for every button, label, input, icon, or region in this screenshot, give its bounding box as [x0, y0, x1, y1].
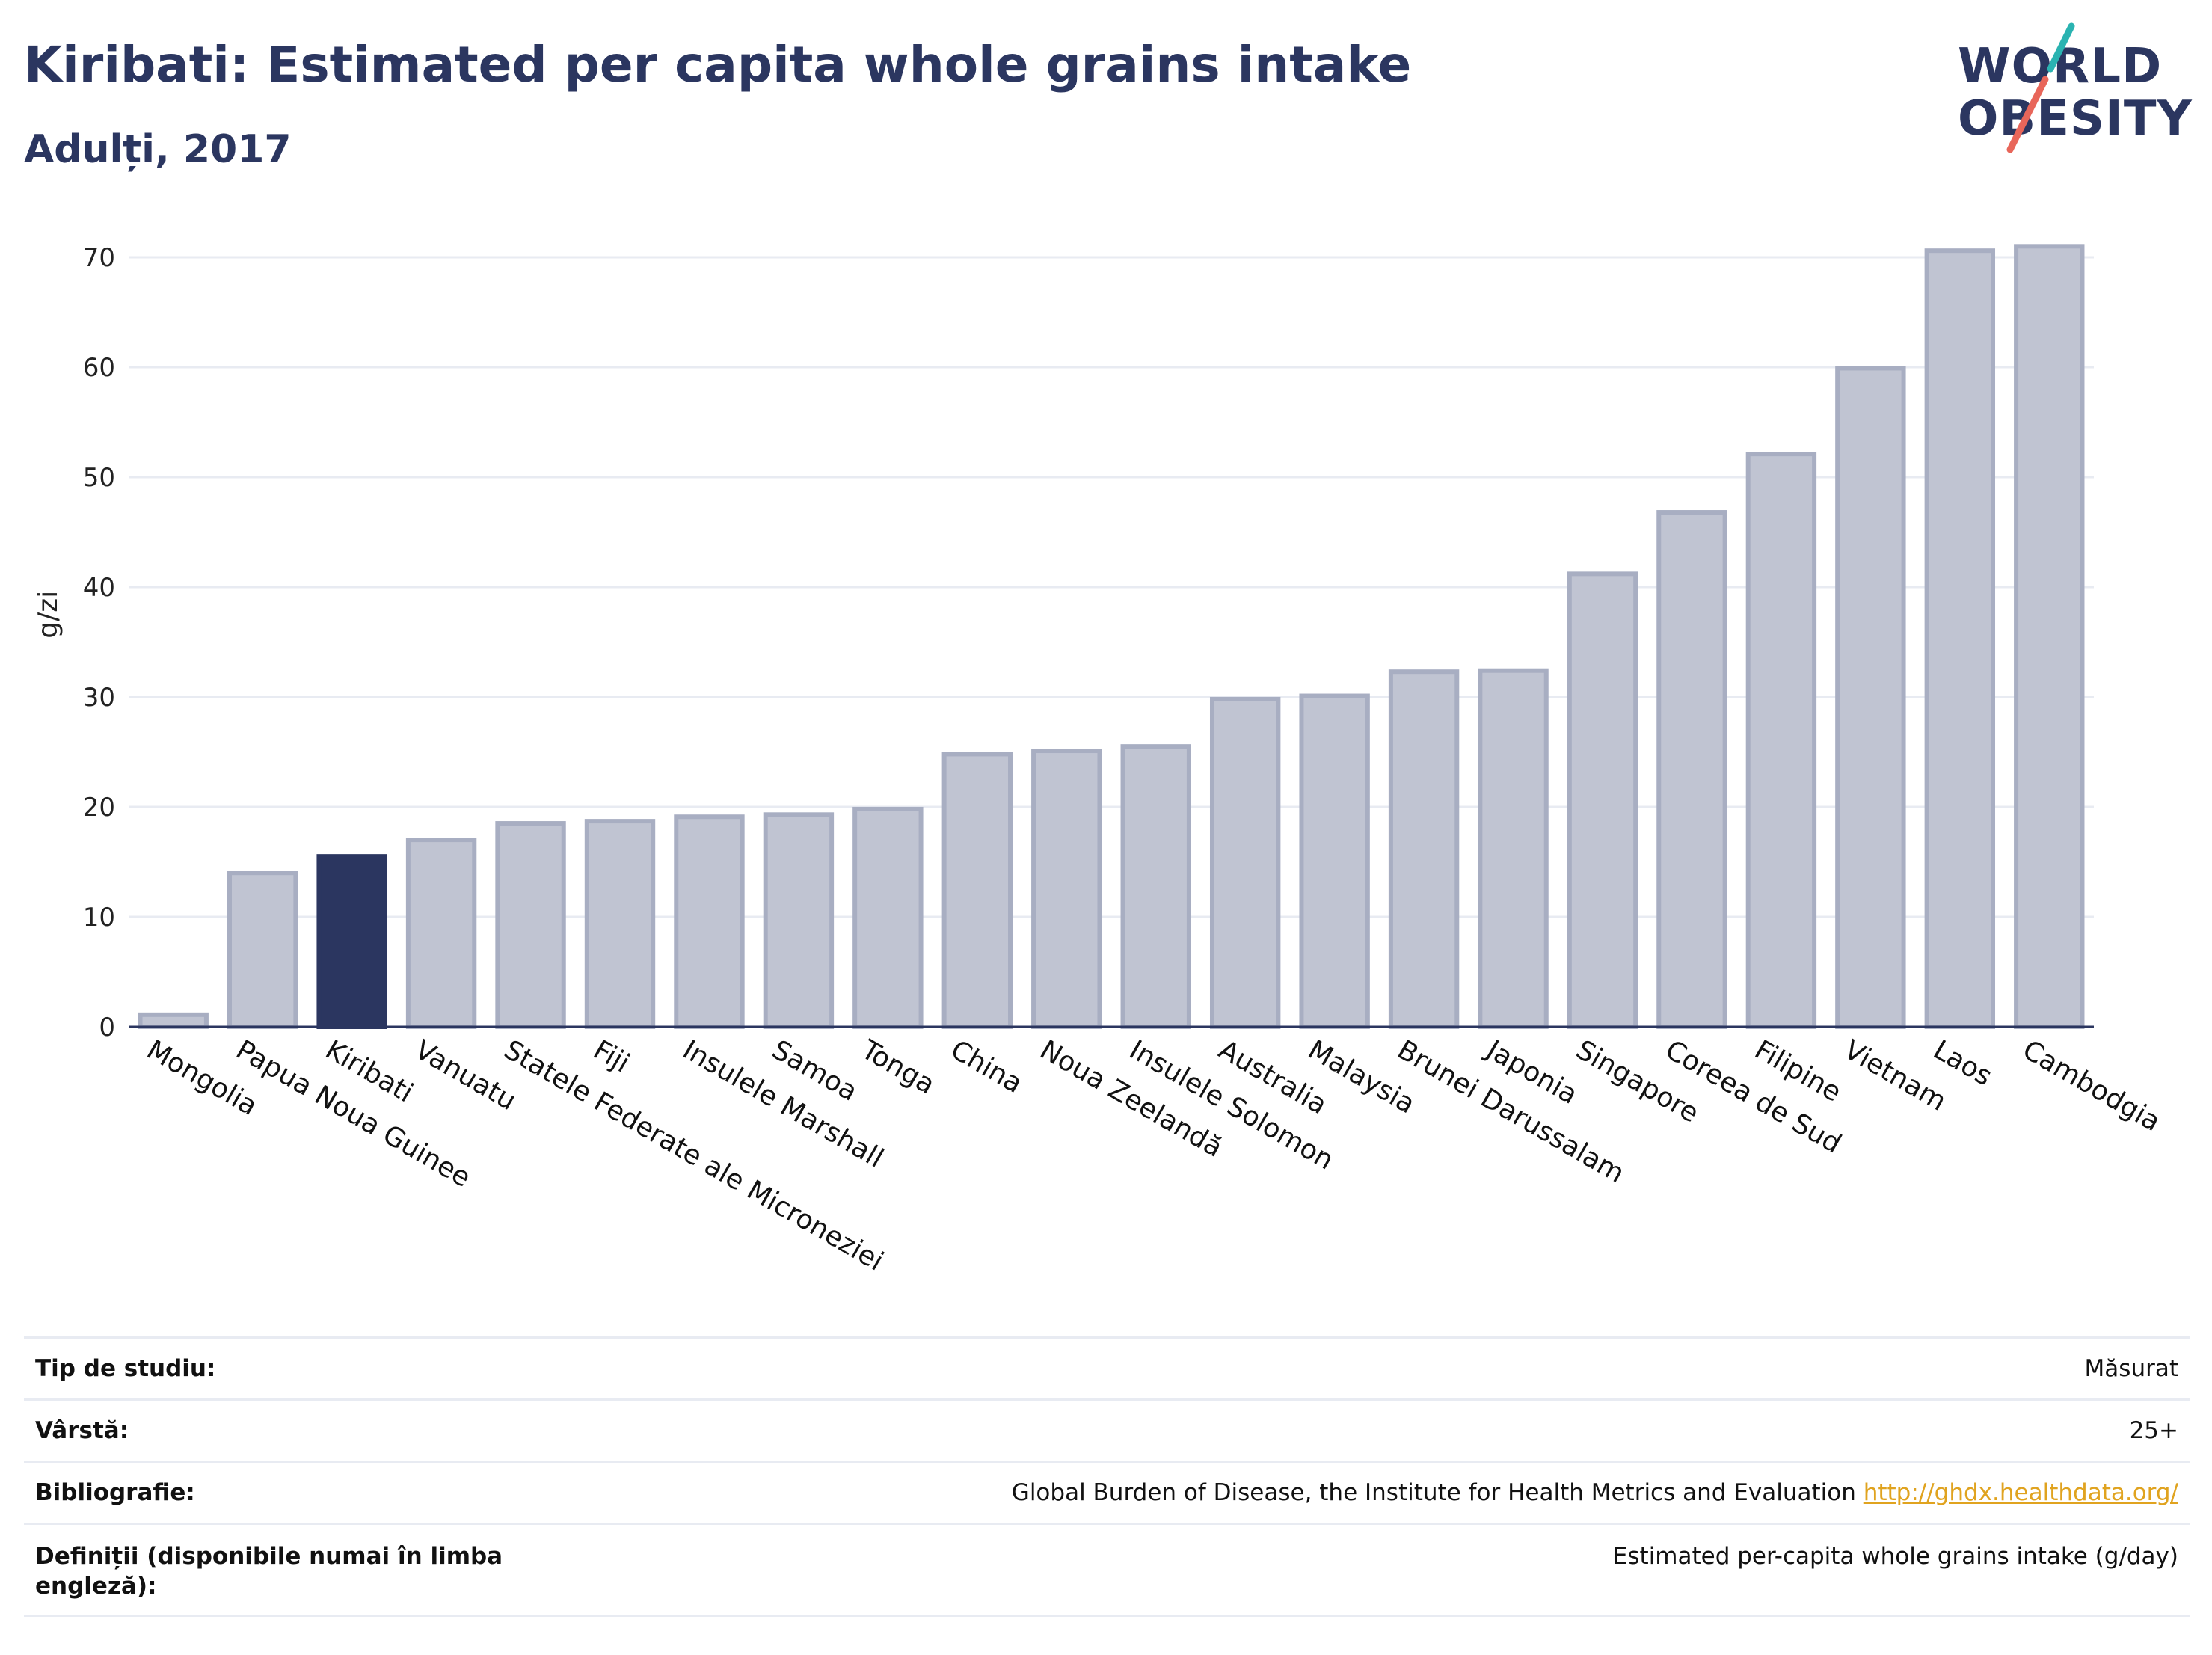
bar-vanuatu[interactable] — [405, 838, 477, 1029]
meta-row-bibliography: Bibliografie: Global Burden of Disease, … — [24, 1461, 2190, 1523]
y-tick-label: 60 — [83, 353, 115, 383]
world-obesity-logo[interactable]: WORLD OBESITY — [1944, 22, 2199, 165]
bar-china[interactable] — [941, 752, 1013, 1029]
bar-kiribati[interactable] — [316, 854, 387, 1030]
bar-japonia[interactable] — [1478, 668, 1549, 1029]
y-tick-label: 70 — [83, 243, 115, 273]
bar-tonga[interactable] — [852, 806, 924, 1029]
bar-insulele-marshall[interactable] — [674, 814, 745, 1029]
bar-samoa[interactable] — [763, 812, 835, 1030]
bar-brunei-darussalam[interactable] — [1388, 669, 1460, 1029]
meta-value: 25+ — [2129, 1417, 2178, 1444]
x-tick-label: Tonga — [855, 1034, 940, 1101]
chart-title: Kiribati: Estimated per capita whole gra… — [24, 36, 1412, 93]
bar-noua-zeeland-[interactable] — [1031, 749, 1102, 1030]
bar-papua-noua-guinee[interactable] — [227, 871, 298, 1029]
metadata-table: Tip de studiu: Măsurat Vârstă: 25+ Bibli… — [24, 1336, 2190, 1617]
x-tick-label: Cambodgia — [2018, 1034, 2166, 1137]
bars — [138, 244, 2085, 1030]
y-axis-label: g/zi — [33, 591, 64, 639]
bar-coreea-de-sud[interactable] — [1656, 510, 1727, 1029]
x-tick-label: Vietnam — [1839, 1034, 1951, 1117]
bar-laos[interactable] — [1924, 248, 1996, 1029]
bar-filipine[interactable] — [1745, 452, 1817, 1029]
bar-insulele-solomon[interactable] — [1120, 744, 1191, 1030]
x-tick-label: Fiji — [589, 1034, 635, 1079]
meta-label: Bibliografie: — [35, 1479, 195, 1506]
bar-singapore[interactable] — [1567, 571, 1638, 1029]
y-tick-label: 0 — [99, 1013, 115, 1043]
meta-label: Tip de studiu: — [35, 1355, 216, 1382]
bar-cambodgia[interactable] — [2014, 244, 2085, 1029]
meta-value-bibliography: Global Burden of Disease, the Institute … — [1012, 1478, 2178, 1508]
bar-malaysia[interactable] — [1299, 693, 1370, 1030]
y-tick-label: 20 — [83, 793, 115, 823]
bar-statele-federate-ale-microneziei[interactable] — [495, 821, 566, 1030]
y-tick-label: 40 — [83, 573, 115, 603]
meta-row-age: Vârstă: 25+ — [24, 1398, 2190, 1461]
meta-row-study-type: Tip de studiu: Măsurat — [24, 1336, 2190, 1398]
y-tick-label: 50 — [83, 463, 115, 493]
bar-mongolia[interactable] — [138, 1012, 209, 1029]
bar-australia[interactable] — [1209, 696, 1281, 1029]
y-tick-label: 10 — [83, 903, 115, 933]
bibliography-link[interactable]: http://ghdx.healthdata.org/ — [1863, 1479, 2178, 1506]
meta-row-definitions: Definiții (disponibile numai în limba en… — [24, 1523, 2190, 1617]
x-tick-label: China — [945, 1034, 1027, 1099]
logo-slash-icon — [2006, 22, 2075, 153]
bibliography-text: Global Burden of Disease, the Institute … — [1011, 1479, 1856, 1506]
meta-value: Măsurat — [2084, 1355, 2178, 1382]
chart-subtitle: Adulți, 2017 — [24, 127, 292, 172]
meta-label: Vârstă: — [35, 1417, 129, 1444]
bar-fiji[interactable] — [584, 819, 656, 1029]
y-tick-label: 30 — [83, 683, 115, 713]
meta-value: Estimated per-capita whole grains intake… — [1612, 1543, 2178, 1570]
x-tick-label: Vanuatu — [410, 1034, 521, 1117]
logo-word-obesity: OBESITY — [1958, 91, 2193, 147]
bar-vietnam[interactable] — [1835, 366, 1906, 1030]
meta-label: Definiții (disponibile numai în limba en… — [35, 1543, 503, 1600]
